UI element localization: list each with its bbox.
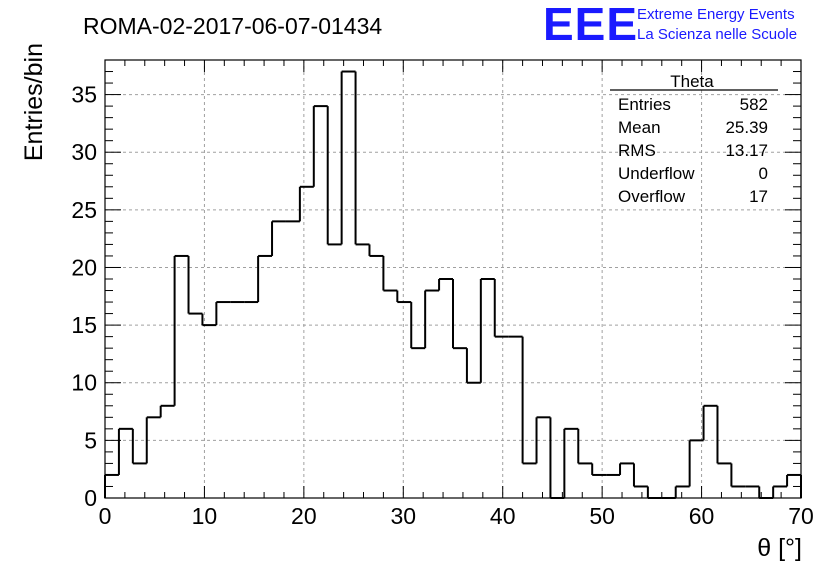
- x-tick-label: 10: [192, 503, 218, 529]
- histogram-bin: [257, 254, 273, 303]
- histogram-bin: [410, 302, 426, 350]
- histogram-bin: [716, 405, 732, 465]
- histogram-bin: [521, 336, 537, 465]
- histogram-bin: [396, 290, 412, 304]
- y-tick-label: 5: [84, 427, 97, 453]
- histogram-bin: [368, 244, 384, 257]
- stats-box: Theta Entries 582 Mean 25.39 RMS 13.17 U…: [610, 72, 778, 206]
- x-tick-label: 60: [689, 503, 715, 529]
- stat-label: Overflow: [618, 187, 686, 206]
- histogram-bin: [382, 255, 398, 292]
- histogram-bin: [354, 71, 370, 246]
- axis-ticks: [104, 59, 802, 499]
- histogram-bin: [619, 462, 634, 475]
- x-tick-label: 50: [589, 503, 615, 529]
- x-tick-label: 70: [788, 503, 814, 529]
- y-tick-label: 25: [71, 197, 97, 223]
- histogram-bin: [772, 485, 788, 498]
- histogram-bin: [312, 105, 328, 187]
- histogram-bin: [702, 404, 718, 441]
- histogram-bin: [674, 485, 690, 498]
- x-axis-label: θ [°]: [757, 534, 802, 562]
- histogram-bin: [632, 463, 648, 488]
- histogram-bin: [465, 348, 481, 384]
- y-tick-label: 15: [71, 312, 97, 338]
- logo-line-1: Extreme Energy Events: [637, 6, 795, 23]
- stat-label: Underflow: [618, 164, 695, 183]
- stat-value: 582: [740, 95, 768, 114]
- stats-title: Theta: [670, 72, 714, 91]
- y-tick-label: 0: [84, 485, 97, 511]
- histogram-bin: [479, 278, 495, 383]
- histogram-bin: [340, 70, 356, 245]
- histogram-bin: [298, 185, 314, 222]
- run-title: ROMA-02-2017-06-07-01434: [83, 13, 382, 39]
- histogram-bin: [326, 106, 342, 246]
- histogram-bin: [187, 255, 203, 315]
- stat-value: 0: [759, 164, 768, 183]
- histogram-bin: [131, 428, 147, 465]
- histogram-bin: [117, 427, 133, 475]
- histogram-bin: [535, 416, 551, 464]
- x-tick-label: 40: [490, 503, 516, 529]
- logo-line-2: La Scienza nelle Scuole: [637, 26, 797, 43]
- histogram-bin: [730, 463, 746, 488]
- histogram-bin: [145, 416, 161, 464]
- histogram-bin: [159, 404, 175, 418]
- y-axis-label: Entries/bin: [20, 43, 48, 161]
- x-tick-label: 0: [99, 503, 112, 529]
- histogram-bin: [493, 279, 509, 338]
- histogram-bin: [452, 279, 467, 350]
- stat-value: 17: [749, 187, 768, 206]
- histogram-bin: [563, 427, 579, 498]
- histogram-bin: [424, 289, 440, 349]
- stat-label: Mean: [618, 118, 661, 137]
- stat-value: 25.39: [725, 118, 768, 137]
- histogram-bin: [688, 439, 704, 487]
- histogram-bin: [577, 428, 593, 465]
- histogram-bin: [173, 254, 189, 406]
- stat-value: 13.17: [725, 141, 768, 160]
- y-tick-label: 20: [71, 254, 97, 280]
- stat-label: Entries: [618, 95, 671, 114]
- tick-labels: 0 10 20 30 40 50 60 70 0 5 10 15 20 25 30 35: [71, 82, 813, 529]
- y-tick-label: 10: [71, 370, 97, 396]
- histogram-bin: [438, 278, 453, 291]
- y-tick-label: 30: [71, 139, 97, 165]
- x-tick-label: 30: [390, 503, 416, 529]
- stat-label: RMS: [618, 141, 656, 160]
- histogram-bin: [271, 220, 286, 256]
- y-tick-label: 35: [71, 82, 97, 108]
- x-tick-label: 20: [291, 503, 317, 529]
- histogram-bin: [591, 463, 607, 476]
- eee-logo: EEE: [543, 0, 638, 50]
- histogram-bin: [201, 313, 217, 327]
- histogram-bin: [215, 301, 231, 326]
